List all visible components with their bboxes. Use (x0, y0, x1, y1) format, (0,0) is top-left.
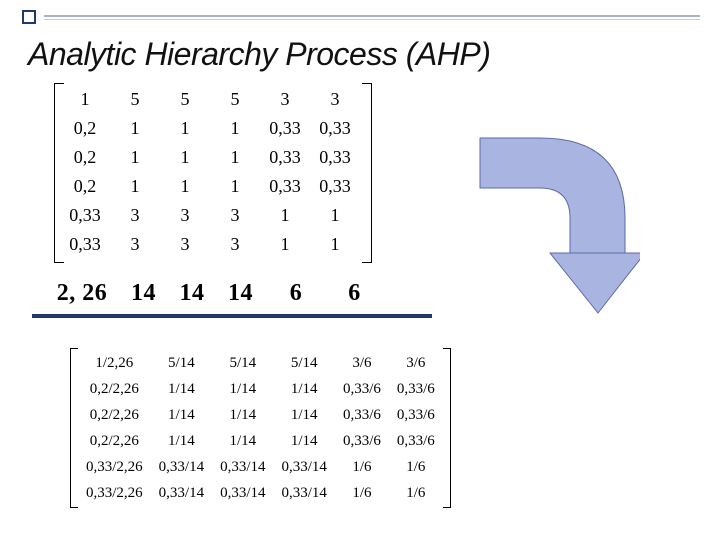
column-sums: 2, 26 14 14 14 6 6 (48, 280, 379, 307)
right-bracket-icon (362, 83, 372, 263)
table-row: 0,21110,330,33 (60, 114, 360, 143)
table-row: 0,2/2,261/141/141/140,33/60,33/6 (78, 428, 443, 454)
right-bracket-icon (443, 348, 451, 508)
table-row: 0,3333311 (60, 201, 360, 230)
header-bar (0, 0, 720, 32)
table-row: 0,21110,330,33 (60, 143, 360, 172)
table-row: 1/2,265/145/145/143/63/6 (78, 350, 443, 376)
top-matrix-table: 155533 0,21110,330,33 0,21110,330,33 0,2… (60, 85, 360, 259)
table-row: 0,33/2,260,33/140,33/140,33/141/61/6 (78, 480, 443, 506)
left-bracket-icon (70, 348, 78, 508)
divider-line (32, 314, 432, 318)
bottom-matrix: 1/2,265/145/145/143/63/6 0,2/2,261/141/1… (78, 350, 443, 511)
curved-arrow-icon (470, 128, 640, 318)
left-bracket-icon (54, 83, 64, 263)
header-line-2 (44, 19, 700, 20)
table-row: 0,3333311 (60, 230, 360, 259)
bottom-matrix-table: 1/2,265/145/145/143/63/6 0,2/2,261/141/1… (78, 350, 443, 506)
table-row: 155533 (60, 85, 360, 114)
table-row: 0,2/2,261/141/141/140,33/60,33/6 (78, 402, 443, 428)
top-matrix: 155533 0,21110,330,33 0,21110,330,33 0,2… (60, 85, 360, 264)
header-line-1 (44, 15, 700, 17)
table-row: 0,33/2,260,33/140,33/140,33/141/61/6 (78, 454, 443, 480)
table-row: 0,2/2,261/141/141/140,33/60,33/6 (78, 376, 443, 402)
table-row: 0,21110,330,33 (60, 172, 360, 201)
page-title: Analytic Hierarchy Process (AHP) (28, 36, 490, 73)
bullet-icon-inner (24, 12, 34, 22)
